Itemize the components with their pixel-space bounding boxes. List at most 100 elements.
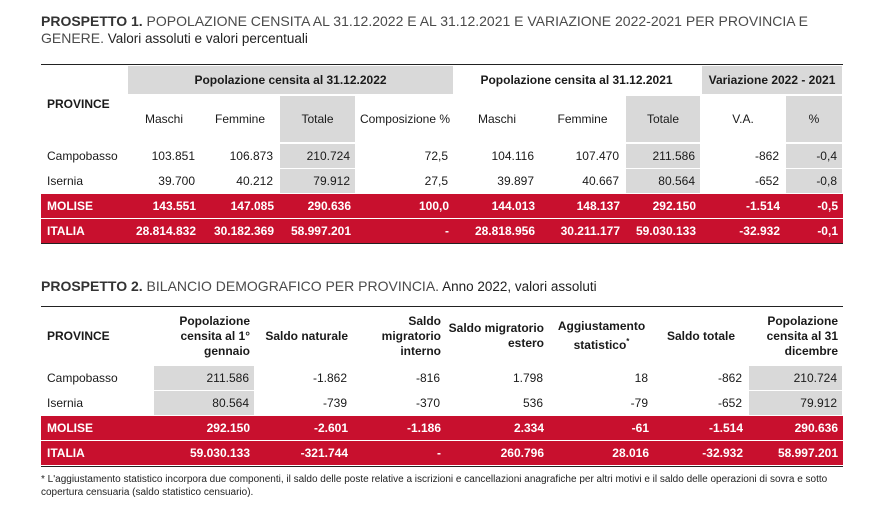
table-cell: 72,5 xyxy=(424,149,448,163)
table-cell: -370 xyxy=(415,396,440,410)
column-header-label: Saldo totale xyxy=(666,328,735,343)
table-cell: -61 xyxy=(549,416,654,440)
column-header: Saldo migratorio interno xyxy=(353,308,446,364)
group-header-variazione: Variazione 2022 - 2021 xyxy=(702,66,842,94)
table2-title-label: PROSPETTO 2. xyxy=(41,278,143,294)
table-cell: 260.796 xyxy=(446,441,549,465)
table-cell: 1.798 xyxy=(512,371,543,385)
group-header-2022: Popolazione censita al 31.12.2022 xyxy=(128,66,453,94)
province-header: PROVINCE xyxy=(47,329,110,343)
table-cell: 210.724 xyxy=(280,144,355,168)
table-cell: 100,0 xyxy=(356,194,454,218)
table-cell: -652 xyxy=(754,174,779,188)
table-cell: 30.211.177 xyxy=(540,219,625,243)
column-header-label: Popolazione censita al 31 dicembre xyxy=(766,313,838,358)
table-cell: 40.667 xyxy=(582,174,619,188)
column-header-label: Saldo naturale xyxy=(265,328,348,343)
table-cell: 144.013 xyxy=(454,194,540,218)
region-row-name: MOLISE xyxy=(41,416,153,440)
table-cell: 147.085 xyxy=(201,194,279,218)
table-cell: 2.334 xyxy=(446,416,549,440)
province-name: Campobasso xyxy=(47,371,118,385)
table-cell: 39.897 xyxy=(497,174,534,188)
table-cell: 104.116 xyxy=(491,149,535,163)
table-cell: 18 xyxy=(634,371,648,385)
column-header: Composizione % xyxy=(359,111,451,126)
table-cell: -1.862 xyxy=(312,371,347,385)
table-cell: 148.137 xyxy=(540,194,625,218)
column-header: Saldo totale xyxy=(654,308,748,364)
table1-top-rule xyxy=(41,64,843,65)
table2-title-caps: BILANCIO DEMOGRAFICO PER PROVINCIA. xyxy=(142,278,440,294)
table2-bottom-rule xyxy=(41,466,843,467)
region-row-name: ITALIA xyxy=(41,219,127,243)
column-header-label: Aggiustamento statistico* xyxy=(557,319,646,352)
province-name: Isernia xyxy=(47,174,84,188)
table-cell: 28.016 xyxy=(549,441,654,465)
table-cell: 28.814.832 xyxy=(127,219,201,243)
table-cell: 211.586 xyxy=(626,144,700,168)
table-cell: -321.744 xyxy=(255,441,353,465)
table-cell: 107.470 xyxy=(575,149,619,163)
table-cell: 58.997.201 xyxy=(279,219,356,243)
table-cell: 58.997.201 xyxy=(748,441,843,465)
table-cell: - xyxy=(356,219,454,243)
table1-bottom-rule xyxy=(41,243,843,244)
column-header: Femmine xyxy=(214,111,265,126)
region-row-name: MOLISE xyxy=(41,194,127,218)
table-cell: 27,5 xyxy=(424,174,448,188)
table1-title-rest: Valori assoluti e valori percentuali xyxy=(104,31,308,46)
table-cell: 80.564 xyxy=(626,169,700,193)
footnote-asterisk: * xyxy=(626,337,630,346)
table-cell: 290.636 xyxy=(748,416,843,440)
table2-title: PROSPETTO 2. BILANCIO DEMOGRAFICO PER PR… xyxy=(41,278,861,295)
table-cell: 536 xyxy=(522,396,543,410)
column-header: Totale xyxy=(280,96,355,142)
region-row-name: ITALIA xyxy=(41,441,153,465)
province-name: Campobasso xyxy=(47,149,118,163)
table-cell: -739 xyxy=(322,396,347,410)
table-cell: -862 xyxy=(717,371,742,385)
table-cell: 79.912 xyxy=(280,169,355,193)
table-cell: 80.564 xyxy=(154,391,254,415)
column-header: Saldo naturale xyxy=(255,308,353,364)
table-cell: 211.586 xyxy=(154,366,254,390)
table-cell: 210.724 xyxy=(749,366,842,390)
table-cell: 28.818.956 xyxy=(454,219,540,243)
table-cell: 106.873 xyxy=(229,149,273,163)
footnote: * L'aggiustamento statistico incorpora d… xyxy=(41,474,828,498)
table2-top-rule xyxy=(41,306,843,307)
column-header-label: Saldo migratorio interno xyxy=(381,313,441,358)
column-header-label: Saldo migratorio estero xyxy=(448,321,544,350)
province-header: PROVINCE xyxy=(47,97,110,111)
table-cell: -816 xyxy=(415,371,440,385)
table-cell: 59.030.133 xyxy=(153,441,255,465)
table-cell: -0,1 xyxy=(785,219,843,243)
column-header: Saldo migratorio estero xyxy=(446,308,549,364)
column-header: Femmine xyxy=(557,111,608,126)
column-header: Popolazione censita al 31 dicembre xyxy=(748,308,843,364)
column-header: Totale xyxy=(626,96,700,142)
column-header: Popolazione censita al 1° gennaio xyxy=(153,308,255,364)
table-cell: 39.700 xyxy=(158,174,195,188)
table-cell: 143.551 xyxy=(127,194,201,218)
column-header: V.A. xyxy=(732,111,754,126)
column-header: % xyxy=(786,96,842,142)
table-cell: 290.636 xyxy=(279,194,356,218)
table-cell: -1.514 xyxy=(701,194,785,218)
table-cell: 30.182.369 xyxy=(201,219,279,243)
table-cell: -32.932 xyxy=(654,441,748,465)
table-cell: 40.212 xyxy=(236,174,273,188)
table-cell: 59.030.133 xyxy=(625,219,701,243)
table-cell: -32.932 xyxy=(701,219,785,243)
table-cell: - xyxy=(353,441,446,465)
column-header: Aggiustamento statistico* xyxy=(549,308,654,364)
table-cell: -0,5 xyxy=(785,194,843,218)
table2-title-rest: Anno 2022, valori assoluti xyxy=(439,279,597,294)
table-cell: 79.912 xyxy=(749,391,842,415)
table-cell: -862 xyxy=(754,149,779,163)
table-cell: -1.186 xyxy=(353,416,446,440)
table-cell: -1.514 xyxy=(654,416,748,440)
table-cell: -2.601 xyxy=(255,416,353,440)
column-header: Maschi xyxy=(477,111,516,126)
